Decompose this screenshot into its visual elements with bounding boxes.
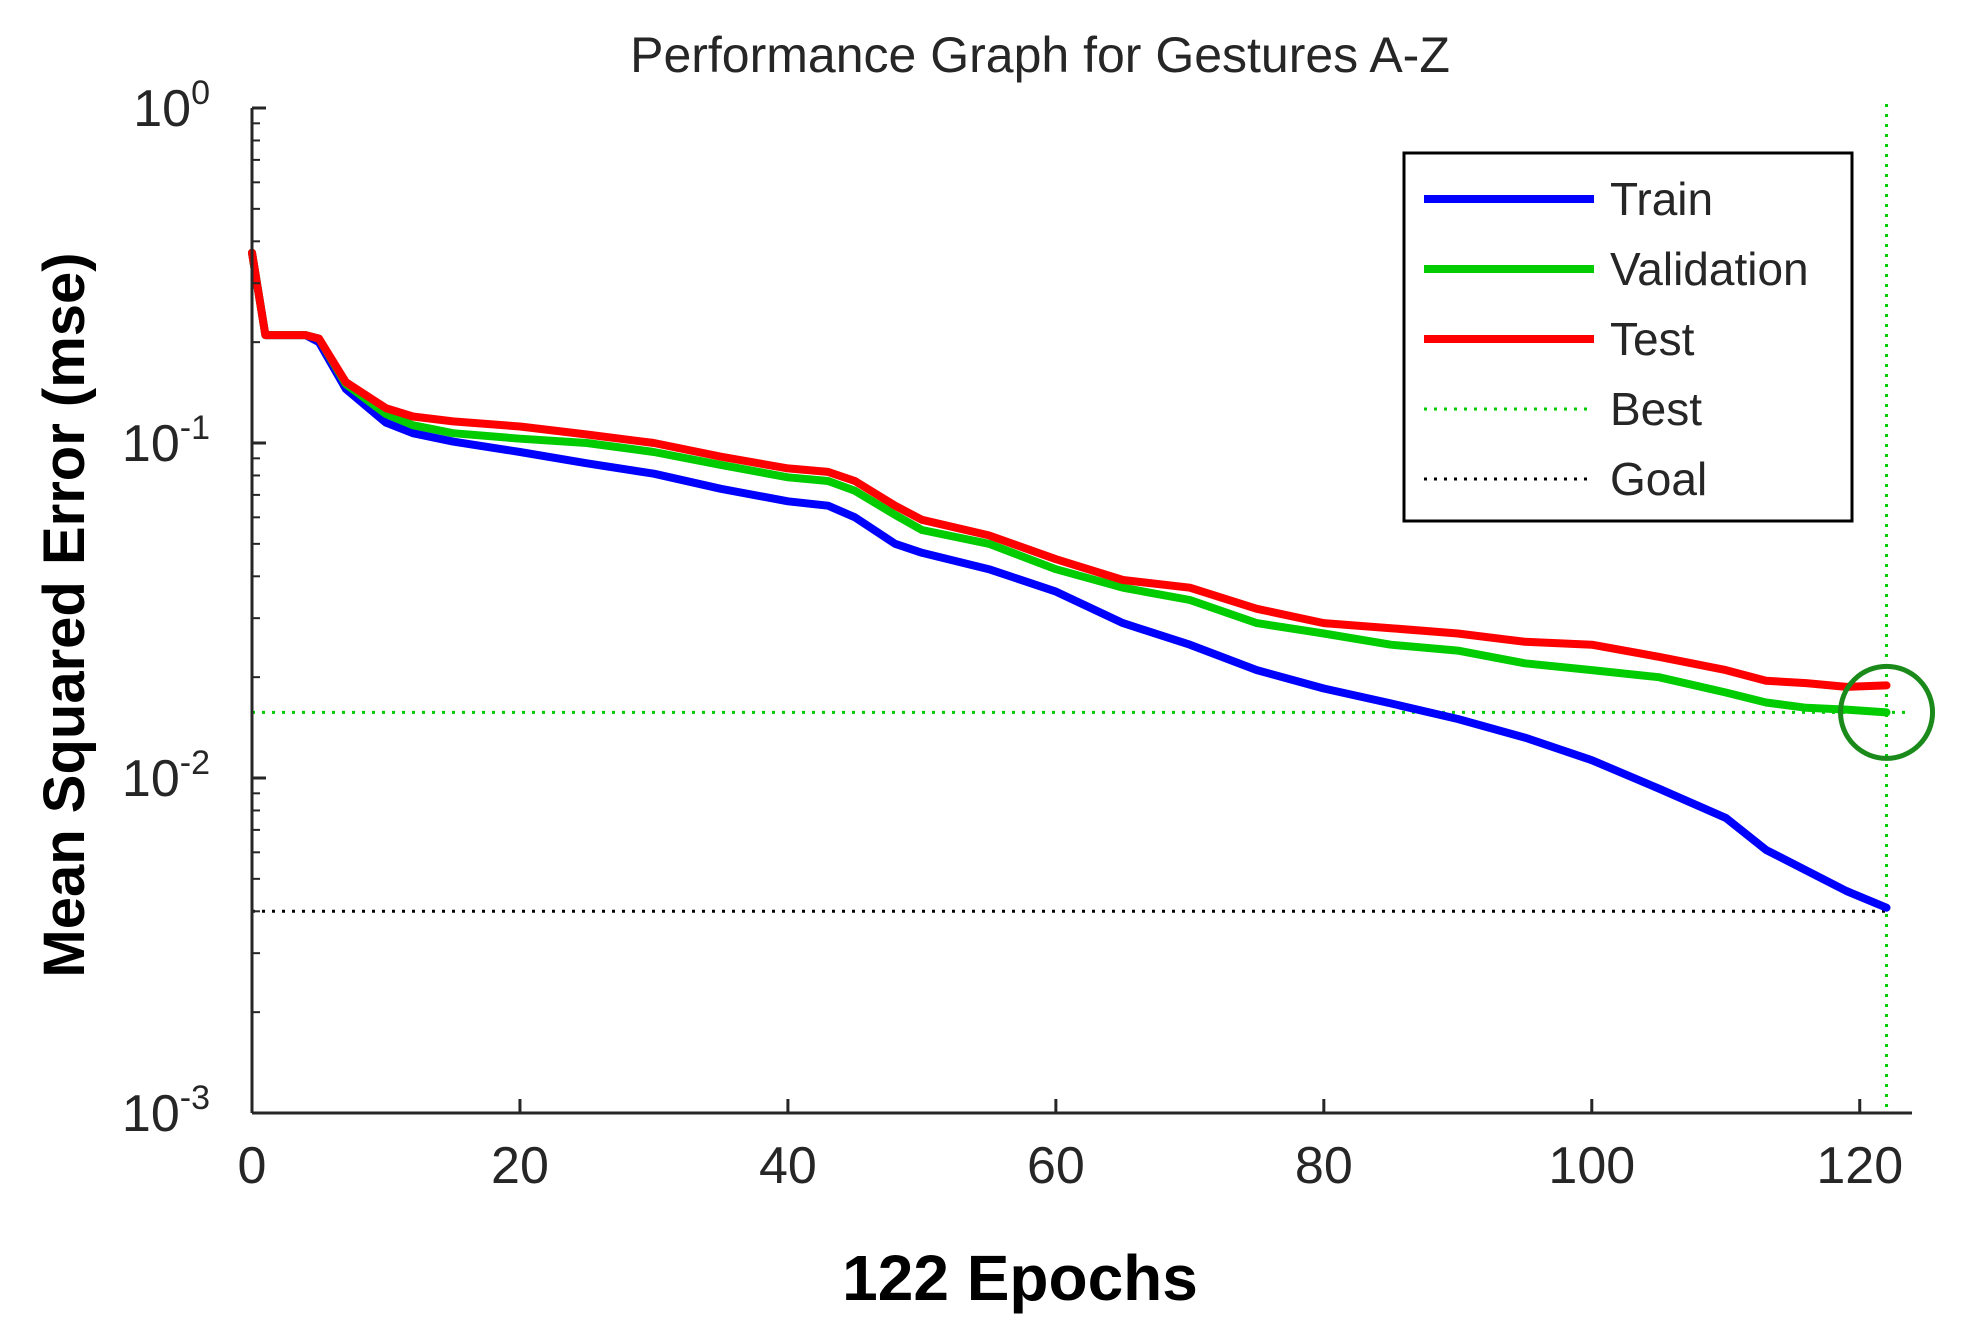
- series-layer: [248, 248, 1891, 912]
- legend-label-best: Best: [1610, 383, 1702, 435]
- plot-area: 0 20 40 60 80 100 120 100 10-1 10-2 10-3: [122, 74, 1936, 1195]
- x-tick-label: 80: [1295, 1137, 1353, 1195]
- reference-lines: [252, 104, 1912, 1113]
- y-tick-label: 10-1: [122, 409, 210, 473]
- y-axis-label: Mean Squared Error (mse): [32, 252, 97, 977]
- x-tick-label: 100: [1548, 1137, 1635, 1195]
- x-tick-label: 120: [1816, 1137, 1903, 1195]
- x-tick-label: 0: [238, 1137, 267, 1195]
- series-line-validation: [248, 248, 1891, 717]
- best-point-marker: [1838, 663, 1936, 761]
- y-tick-label: 10-2: [122, 744, 210, 808]
- legend-label-validation: Validation: [1610, 243, 1809, 295]
- x-axis-label: 122 Epochs: [842, 1242, 1198, 1314]
- y-tick-label: 10-3: [122, 1079, 210, 1143]
- x-tick-label: 40: [759, 1137, 817, 1195]
- series-line-train: [248, 248, 1891, 912]
- series-line-test: [248, 248, 1891, 691]
- legend: Train Validation Test Best Goal: [1402, 151, 1854, 523]
- legend-label-train: Train: [1610, 173, 1713, 225]
- x-tick-label: 20: [491, 1137, 549, 1195]
- legend-label-test: Test: [1610, 313, 1695, 365]
- chart-title: Performance Graph for Gestures A-Z: [630, 27, 1450, 83]
- y-tick-label: 100: [133, 74, 210, 138]
- axes: 0 20 40 60 80 100 120 100 10-1 10-2 10-3: [122, 74, 1912, 1195]
- legend-label-goal: Goal: [1610, 453, 1707, 505]
- x-tick-label: 60: [1027, 1137, 1085, 1195]
